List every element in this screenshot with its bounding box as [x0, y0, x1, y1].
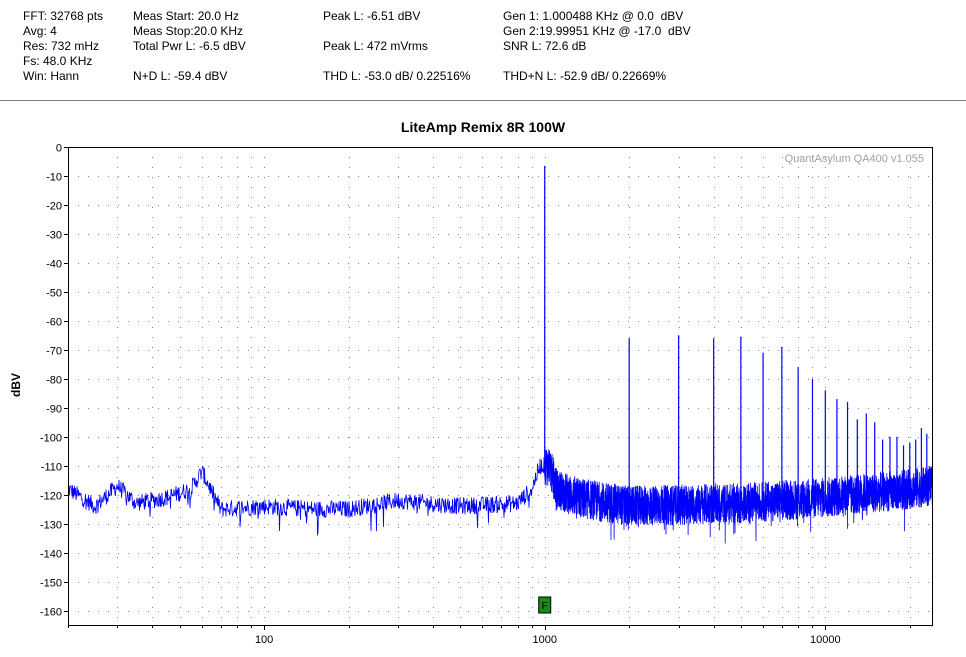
meas-stop: Meas Stop:20.0 KHz: [133, 24, 244, 38]
resolution: Res: 732 mHz: [23, 39, 100, 53]
total-power: Total Pwr L: -6.5 dBV: [133, 39, 246, 53]
generator-2: Gen 2:19.99951 KHz @ -17.0 dBV: [503, 24, 691, 38]
peak-dbv: Peak L: -6.51 dBV: [323, 9, 421, 23]
y-tick-label: -60: [46, 317, 62, 329]
series-left: [67, 165, 933, 544]
fft-size: FFT: 32768 pts: [23, 9, 104, 23]
x-tick-label: 10000: [810, 634, 841, 646]
noise-distortion: N+D L: -59.4 dBV: [133, 69, 228, 83]
y-tick-label: -110: [41, 462, 62, 474]
measurement-header: FFT: 32768 pts Avg: 4 Res: 732 mHz Fs: 4…: [0, 0, 966, 100]
y-tick-label: -70: [46, 346, 62, 358]
y-tick-label: -50: [46, 288, 62, 300]
thd-plus-noise: THD+N L: -52.9 dB/ 0.22669%: [503, 69, 667, 83]
y-tick-label: -30: [46, 230, 62, 242]
x-tick-label: 1000: [532, 634, 556, 646]
frequency-marker[interactable]: F: [538, 596, 552, 614]
y-axis-label: dBV: [9, 373, 23, 397]
x-tick-label: 100: [255, 634, 273, 646]
generator-1: Gen 1: 1.000488 KHz @ 0.0 dBV: [503, 9, 684, 23]
y-tick-label: -150: [40, 578, 62, 590]
peak-mvrms: Peak L: 472 mVrms: [323, 39, 428, 53]
y-tick-label: -140: [40, 549, 62, 561]
y-tick-label: 0: [56, 143, 62, 155]
watermark: QuantAsylum QA400 v1.055: [785, 153, 924, 165]
marker-label: F: [542, 601, 548, 612]
spectrum-trace: [67, 449, 933, 544]
marker-box: [538, 596, 552, 614]
meas-start: Meas Start: 20.0 Hz: [133, 9, 240, 23]
plot-frame: [68, 147, 933, 626]
y-tick-label: -160: [40, 607, 62, 619]
y-tick-label: -100: [40, 433, 62, 445]
y-tick-label: -90: [46, 404, 62, 416]
y-tick-label: -40: [46, 259, 62, 271]
y-tick-label: -120: [40, 491, 62, 503]
y-tick-label: -130: [40, 520, 62, 532]
y-tick-label: -20: [46, 201, 62, 213]
y-tick-label: -10: [46, 172, 62, 184]
sample-rate: Fs: 48.0 KHz: [23, 54, 93, 68]
grid: [68, 147, 932, 625]
y-tick-label: -80: [46, 375, 62, 387]
thd: THD L: -53.0 dB/ 0.22516%: [323, 69, 471, 83]
axis-ticks: 0 -10 -20 -30 -40 -50 -60 -70 -80 -90 -100 -110 -120…: [40, 143, 911, 646]
window-type: Win: Hann: [23, 69, 80, 83]
snr: SNR L: 72.6 dB: [503, 39, 587, 53]
chart-title: LiteAmp Remix 8R 100W: [401, 119, 566, 135]
averages: Avg: 4: [23, 24, 57, 38]
